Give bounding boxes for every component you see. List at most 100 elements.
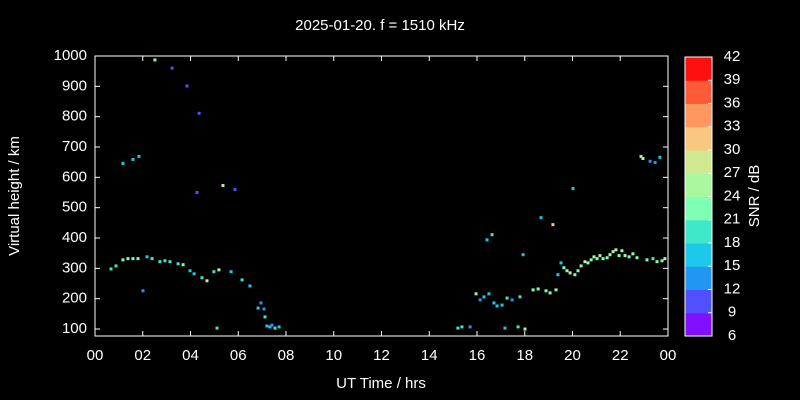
point: [262, 307, 266, 311]
point: [565, 269, 569, 273]
x-tick-label: 20: [564, 347, 581, 364]
point: [518, 295, 522, 299]
point: [653, 160, 657, 164]
x-tick-label: 22: [612, 347, 629, 364]
point: [137, 154, 141, 158]
y-tick-label: 700: [62, 138, 87, 155]
colorbar-tick-label: 39: [724, 71, 741, 88]
point: [568, 271, 572, 275]
colorbar-tick-label: 21: [724, 211, 741, 228]
point: [573, 273, 577, 277]
y-tick-label: 500: [62, 199, 87, 216]
point: [536, 287, 540, 291]
point: [614, 248, 618, 252]
colorbar-tick-label: 24: [724, 187, 741, 204]
point: [586, 261, 590, 265]
colorbar-band: [685, 103, 712, 128]
point: [126, 257, 130, 261]
colorbar-band: [685, 126, 712, 151]
colorbar-tick-label: 15: [724, 257, 741, 274]
point: [601, 257, 605, 261]
point: [150, 257, 154, 261]
point: [270, 323, 274, 327]
y-tick-label: 300: [62, 259, 87, 276]
colorbar-tick-label: 33: [724, 118, 741, 135]
point: [205, 279, 209, 283]
point: [192, 272, 196, 276]
point: [510, 298, 514, 302]
point: [548, 291, 552, 295]
point: [620, 249, 624, 253]
colorbar-tick-label: 9: [728, 304, 736, 321]
point: [233, 187, 237, 191]
point: [456, 326, 460, 330]
x-tick-label: 00: [660, 347, 677, 364]
point: [598, 254, 602, 258]
point: [158, 260, 162, 264]
point: [153, 58, 157, 62]
point: [544, 289, 548, 293]
y-axis-label: Virtual height / km: [6, 136, 23, 256]
point: [595, 257, 599, 261]
point: [170, 66, 174, 70]
point: [487, 292, 491, 296]
point: [503, 326, 507, 330]
x-tick-label: 04: [182, 347, 199, 364]
x-tick-label: 06: [230, 347, 247, 364]
point: [631, 252, 635, 256]
point: [268, 325, 272, 329]
point: [265, 324, 269, 328]
y-tick-label: 200: [62, 290, 87, 307]
point: [516, 325, 520, 329]
colorbar-tick-label: 12: [724, 280, 741, 297]
x-tick-label: 00: [87, 347, 104, 364]
point: [185, 84, 189, 88]
y-tick-label: 900: [62, 77, 87, 94]
point: [215, 326, 219, 330]
x-tick-label: 14: [421, 347, 438, 364]
point: [229, 270, 233, 274]
colorbar-tick-label: 27: [724, 164, 741, 181]
point: [645, 258, 649, 262]
point: [571, 187, 575, 191]
colorbar-band: [685, 57, 712, 81]
colorbar-band: [685, 266, 712, 290]
point: [256, 306, 260, 310]
colorbar-band: [685, 289, 712, 314]
colorbar-tick-label: 18: [724, 234, 741, 251]
point: [248, 284, 252, 288]
point: [474, 292, 478, 296]
point: [539, 216, 543, 220]
point: [639, 154, 643, 158]
point: [145, 255, 149, 259]
point: [212, 270, 216, 274]
point: [641, 157, 645, 161]
point: [181, 263, 185, 267]
x-tick-label: 10: [325, 347, 342, 364]
x-tick-label: 16: [469, 347, 486, 364]
point: [648, 159, 652, 163]
point: [277, 325, 281, 329]
point: [576, 269, 580, 273]
colorbar-band: [685, 219, 712, 244]
point: [523, 327, 527, 331]
point: [592, 255, 596, 259]
point: [121, 161, 125, 165]
point: [188, 269, 192, 273]
point: [485, 238, 489, 242]
y-tick-label: 100: [62, 320, 87, 337]
point: [556, 273, 560, 277]
point: [482, 295, 486, 299]
x-tick-label: 18: [516, 347, 533, 364]
point: [109, 267, 113, 271]
point: [551, 223, 555, 227]
point: [273, 326, 277, 330]
point: [655, 260, 659, 264]
chart-title: 2025-01-20. f = 1510 kHz: [295, 17, 465, 34]
point: [121, 258, 125, 262]
point: [221, 184, 225, 188]
point: [468, 325, 472, 329]
colorbar-band: [685, 80, 712, 104]
y-tick-label: 800: [62, 108, 87, 125]
